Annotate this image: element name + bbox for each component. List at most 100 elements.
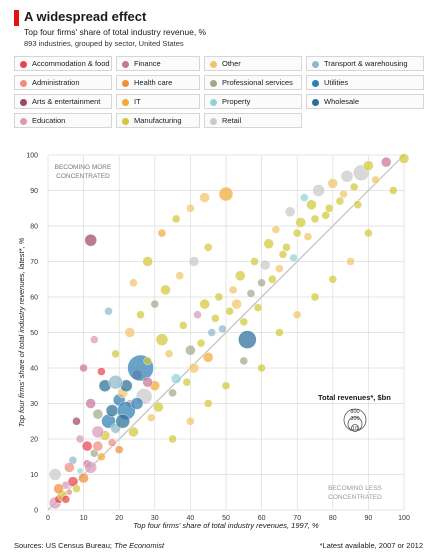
footnote: *Latest available, 2007 or 2012 xyxy=(319,541,423,550)
legend-swatch xyxy=(312,60,319,68)
data-point xyxy=(150,299,160,309)
source-name: The Economist xyxy=(114,541,165,550)
data-point xyxy=(66,489,73,496)
legend-swatch xyxy=(122,60,129,68)
data-point xyxy=(84,233,97,247)
x-tick-label: 70 xyxy=(293,515,301,522)
data-point xyxy=(364,228,373,238)
legend-item: Accommodation & food xyxy=(14,56,112,71)
data-point xyxy=(78,472,89,484)
data-point xyxy=(268,275,277,284)
legend-label: IT xyxy=(134,97,141,106)
data-point xyxy=(196,338,206,348)
legend-label: Retail xyxy=(222,116,242,125)
data-point xyxy=(312,184,325,197)
legend-swatch xyxy=(210,79,217,87)
annotation-more-concentrated: BECOMING MORE xyxy=(55,164,112,171)
data-point xyxy=(129,278,138,287)
y-tick-label: 90 xyxy=(30,188,38,195)
data-point xyxy=(111,349,120,358)
x-tick-label: 10 xyxy=(80,515,88,522)
data-point xyxy=(186,204,195,213)
data-point xyxy=(293,310,302,319)
source-prefix: Sources: US Census Bureau; xyxy=(14,541,112,550)
data-point xyxy=(168,434,177,444)
data-point xyxy=(259,259,271,271)
data-point xyxy=(179,321,188,330)
data-point xyxy=(157,228,167,238)
legend-label: Administration xyxy=(32,78,80,87)
data-point xyxy=(328,275,337,284)
data-point xyxy=(193,310,202,319)
x-tick-label: 90 xyxy=(365,515,373,522)
y-tick-label: 50 xyxy=(30,330,38,337)
data-point xyxy=(353,200,362,209)
legend-label: Health care xyxy=(134,78,173,87)
diagonal-line xyxy=(47,154,405,511)
data-point xyxy=(239,356,249,366)
y-axis-label: Top four firms' share of total industry … xyxy=(17,237,26,427)
data-point xyxy=(81,440,93,452)
legend-item: Professional services xyxy=(204,75,302,90)
data-point xyxy=(202,352,214,363)
data-point xyxy=(142,377,153,388)
data-point xyxy=(72,417,81,426)
data-point xyxy=(303,232,313,241)
data-point xyxy=(214,292,224,302)
legend-label: Accommodation & food xyxy=(32,59,110,68)
data-point xyxy=(64,462,75,473)
legend-label: Wholesale xyxy=(324,97,360,106)
chart-title: A widespread effect xyxy=(24,9,147,24)
data-point xyxy=(188,256,200,267)
size-legend-circle xyxy=(351,424,359,432)
data-point xyxy=(238,330,257,349)
data-point xyxy=(128,426,139,438)
x-tick-label: 20 xyxy=(115,515,123,522)
x-tick-label: 60 xyxy=(258,515,266,522)
legend-label: Finance xyxy=(134,59,161,68)
legend-item: Utilities xyxy=(306,75,424,90)
legend-item: Health care xyxy=(116,75,200,90)
data-point xyxy=(389,186,398,195)
annotation-less-concentrated: BECOMING LESS xyxy=(328,485,382,492)
data-point xyxy=(79,363,88,373)
data-point xyxy=(218,324,227,334)
legend-item: Other xyxy=(204,56,302,71)
data-point xyxy=(203,243,213,252)
data-point xyxy=(85,398,96,409)
legend-label: Arts & entertainment xyxy=(32,97,101,106)
data-point xyxy=(239,317,249,327)
data-point xyxy=(90,335,99,344)
data-point xyxy=(97,452,106,461)
data-point xyxy=(221,381,231,390)
x-axis-label: Top four firms' share of total industry … xyxy=(133,521,319,530)
legend-item: Retail xyxy=(204,113,302,128)
data-point xyxy=(398,153,410,164)
y-tick-label: 40 xyxy=(30,366,38,373)
data-point xyxy=(271,225,281,234)
x-tick-label: 100 xyxy=(398,515,410,522)
annotation-more-concentrated: CONCENTRATED xyxy=(56,173,110,180)
data-point xyxy=(130,397,144,410)
legend-item: Arts & entertainment xyxy=(14,94,112,109)
x-tick-label: 50 xyxy=(222,515,230,522)
data-point xyxy=(186,417,195,426)
data-point xyxy=(321,211,330,220)
data-point xyxy=(170,373,182,384)
legend-item: Property xyxy=(204,94,302,109)
x-tick-label: 40 xyxy=(187,515,195,522)
size-legend-value: 300 xyxy=(350,416,359,422)
data-point xyxy=(160,284,171,296)
legend-swatch xyxy=(122,79,129,87)
data-point xyxy=(325,204,334,213)
data-point xyxy=(171,214,181,224)
source-note: Sources: US Census Bureau; The Economist xyxy=(14,541,164,550)
data-point xyxy=(114,445,124,454)
data-point xyxy=(339,189,348,199)
chart-subtitle: Top four firms' share of total industry … xyxy=(24,27,207,37)
data-point xyxy=(253,303,263,312)
data-point xyxy=(175,271,184,280)
legend-swatch xyxy=(312,98,319,106)
data-point xyxy=(363,160,374,171)
legend-item: Education xyxy=(14,113,112,128)
